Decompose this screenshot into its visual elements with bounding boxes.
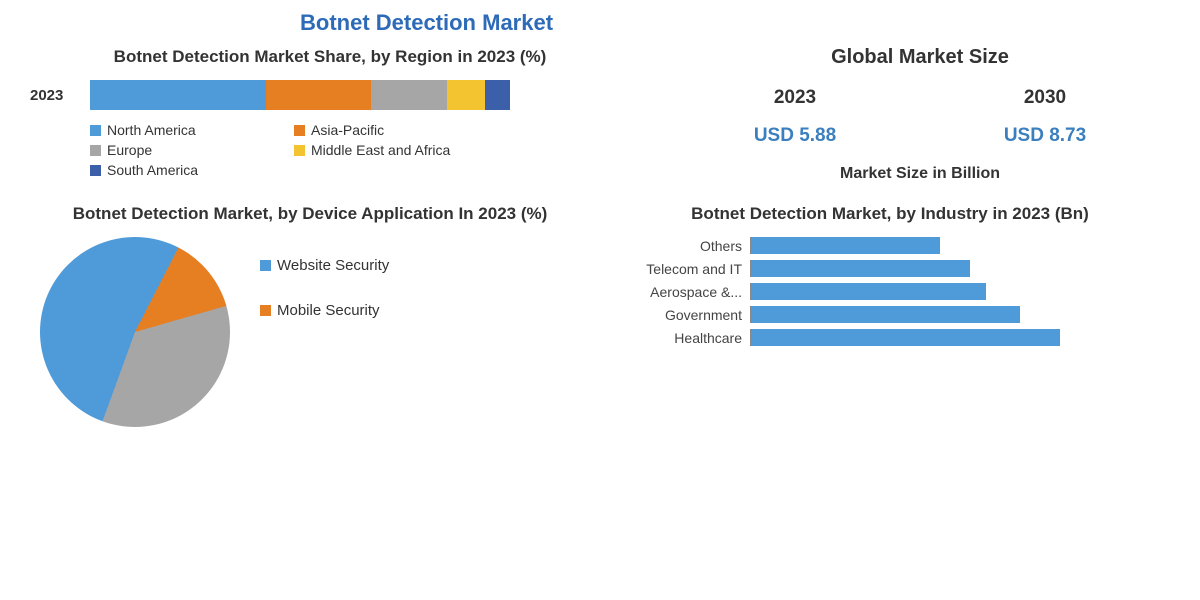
pie-legend: Website Security Mobile Security (260, 237, 389, 319)
legend-label: Asia-Pacific (311, 122, 384, 138)
hbar-track (750, 283, 1110, 300)
hbar-track (750, 260, 1110, 277)
top-row: Botnet Detection Market Share, by Region… (30, 46, 1170, 183)
market-size-value: USD 5.88 (754, 125, 836, 147)
market-size-columns: 2023 USD 5.88 2030 USD 8.73 (670, 87, 1170, 147)
stacked-bar-year-label: 2023 (30, 87, 90, 104)
market-size-col: 2023 USD 5.88 (754, 87, 836, 147)
stacked-bar-wrap: 2023 (30, 80, 630, 110)
legend-swatch (90, 165, 101, 176)
legend-swatch (294, 145, 305, 156)
pie-legend-item: Mobile Security (260, 302, 389, 319)
legend-item: Asia-Pacific (294, 122, 474, 138)
legend-swatch (294, 125, 305, 136)
region-chart-title: Botnet Detection Market Share, by Region… (30, 46, 630, 68)
region-legend: North America Asia-Pacific Europe Middle Ea… (30, 122, 630, 178)
industry-hbar-chart: Others Telecom and IT Aerospace &... Govern… (610, 237, 1170, 346)
market-size-value: USD 8.73 (1004, 125, 1086, 147)
legend-label: Europe (107, 142, 152, 158)
legend-label: South America (107, 162, 198, 178)
hbar (751, 329, 1060, 346)
hbar (751, 260, 970, 277)
industry-chart-block: Botnet Detection Market, by Industry in … (610, 203, 1170, 427)
stacked-seg-middle-east-and-africa (447, 80, 485, 110)
legend-label: Mobile Security (277, 302, 380, 319)
stacked-seg-asia-pacific (266, 80, 371, 110)
hbar-label: Aerospace &... (620, 284, 750, 300)
hbar-row: Healthcare (620, 329, 1170, 346)
hbar-track (750, 329, 1110, 346)
industry-chart-title: Botnet Detection Market, by Industry in … (610, 203, 1170, 225)
hbar-track (750, 306, 1110, 323)
legend-swatch (90, 145, 101, 156)
stacked-seg-south-america (485, 80, 510, 110)
hbar-label: Healthcare (620, 330, 750, 346)
hbar (751, 306, 1020, 323)
legend-item: Europe (90, 142, 270, 158)
legend-item: North America (90, 122, 270, 138)
pie-area: Website Security Mobile Security (30, 237, 590, 427)
main-title: Botnet Detection Market (300, 10, 1170, 36)
market-size-title: Global Market Size (670, 46, 1170, 69)
stacked-seg-north-america (90, 80, 266, 110)
stacked-bar (90, 80, 510, 110)
legend-item: South America (90, 162, 270, 178)
hbar-row: Telecom and IT (620, 260, 1170, 277)
pie-chart (40, 237, 230, 427)
hbar (751, 283, 986, 300)
market-size-block: Global Market Size 2023 USD 5.88 2030 USD 8… (670, 46, 1170, 183)
legend-swatch (260, 305, 271, 316)
hbar-label: Telecom and IT (620, 261, 750, 277)
legend-label: North America (107, 122, 196, 138)
legend-swatch (90, 125, 101, 136)
stacked-seg-europe (371, 80, 447, 110)
hbar-label: Others (620, 238, 750, 254)
hbar-label: Government (620, 307, 750, 323)
hbar-row: Government (620, 306, 1170, 323)
pie-chart-title: Botnet Detection Market, by Device Appli… (30, 203, 590, 225)
legend-item: Middle East and Africa (294, 142, 474, 158)
region-chart-block: Botnet Detection Market Share, by Region… (30, 46, 630, 183)
pie-legend-item: Website Security (260, 257, 389, 274)
hbar-row: Aerospace &... (620, 283, 1170, 300)
pie-chart-block: Botnet Detection Market, by Device Appli… (30, 203, 590, 427)
hbar (751, 237, 940, 254)
legend-label: Middle East and Africa (311, 142, 450, 158)
market-size-year: 2023 (754, 87, 836, 109)
hbar-row: Others (620, 237, 1170, 254)
hbar-track (750, 237, 1110, 254)
legend-swatch (260, 260, 271, 271)
market-size-col: 2030 USD 8.73 (1004, 87, 1086, 147)
legend-label: Website Security (277, 257, 389, 274)
market-size-year: 2030 (1004, 87, 1086, 109)
bottom-row: Botnet Detection Market, by Device Appli… (30, 203, 1170, 427)
market-size-unit: Market Size in Billion (670, 165, 1170, 183)
